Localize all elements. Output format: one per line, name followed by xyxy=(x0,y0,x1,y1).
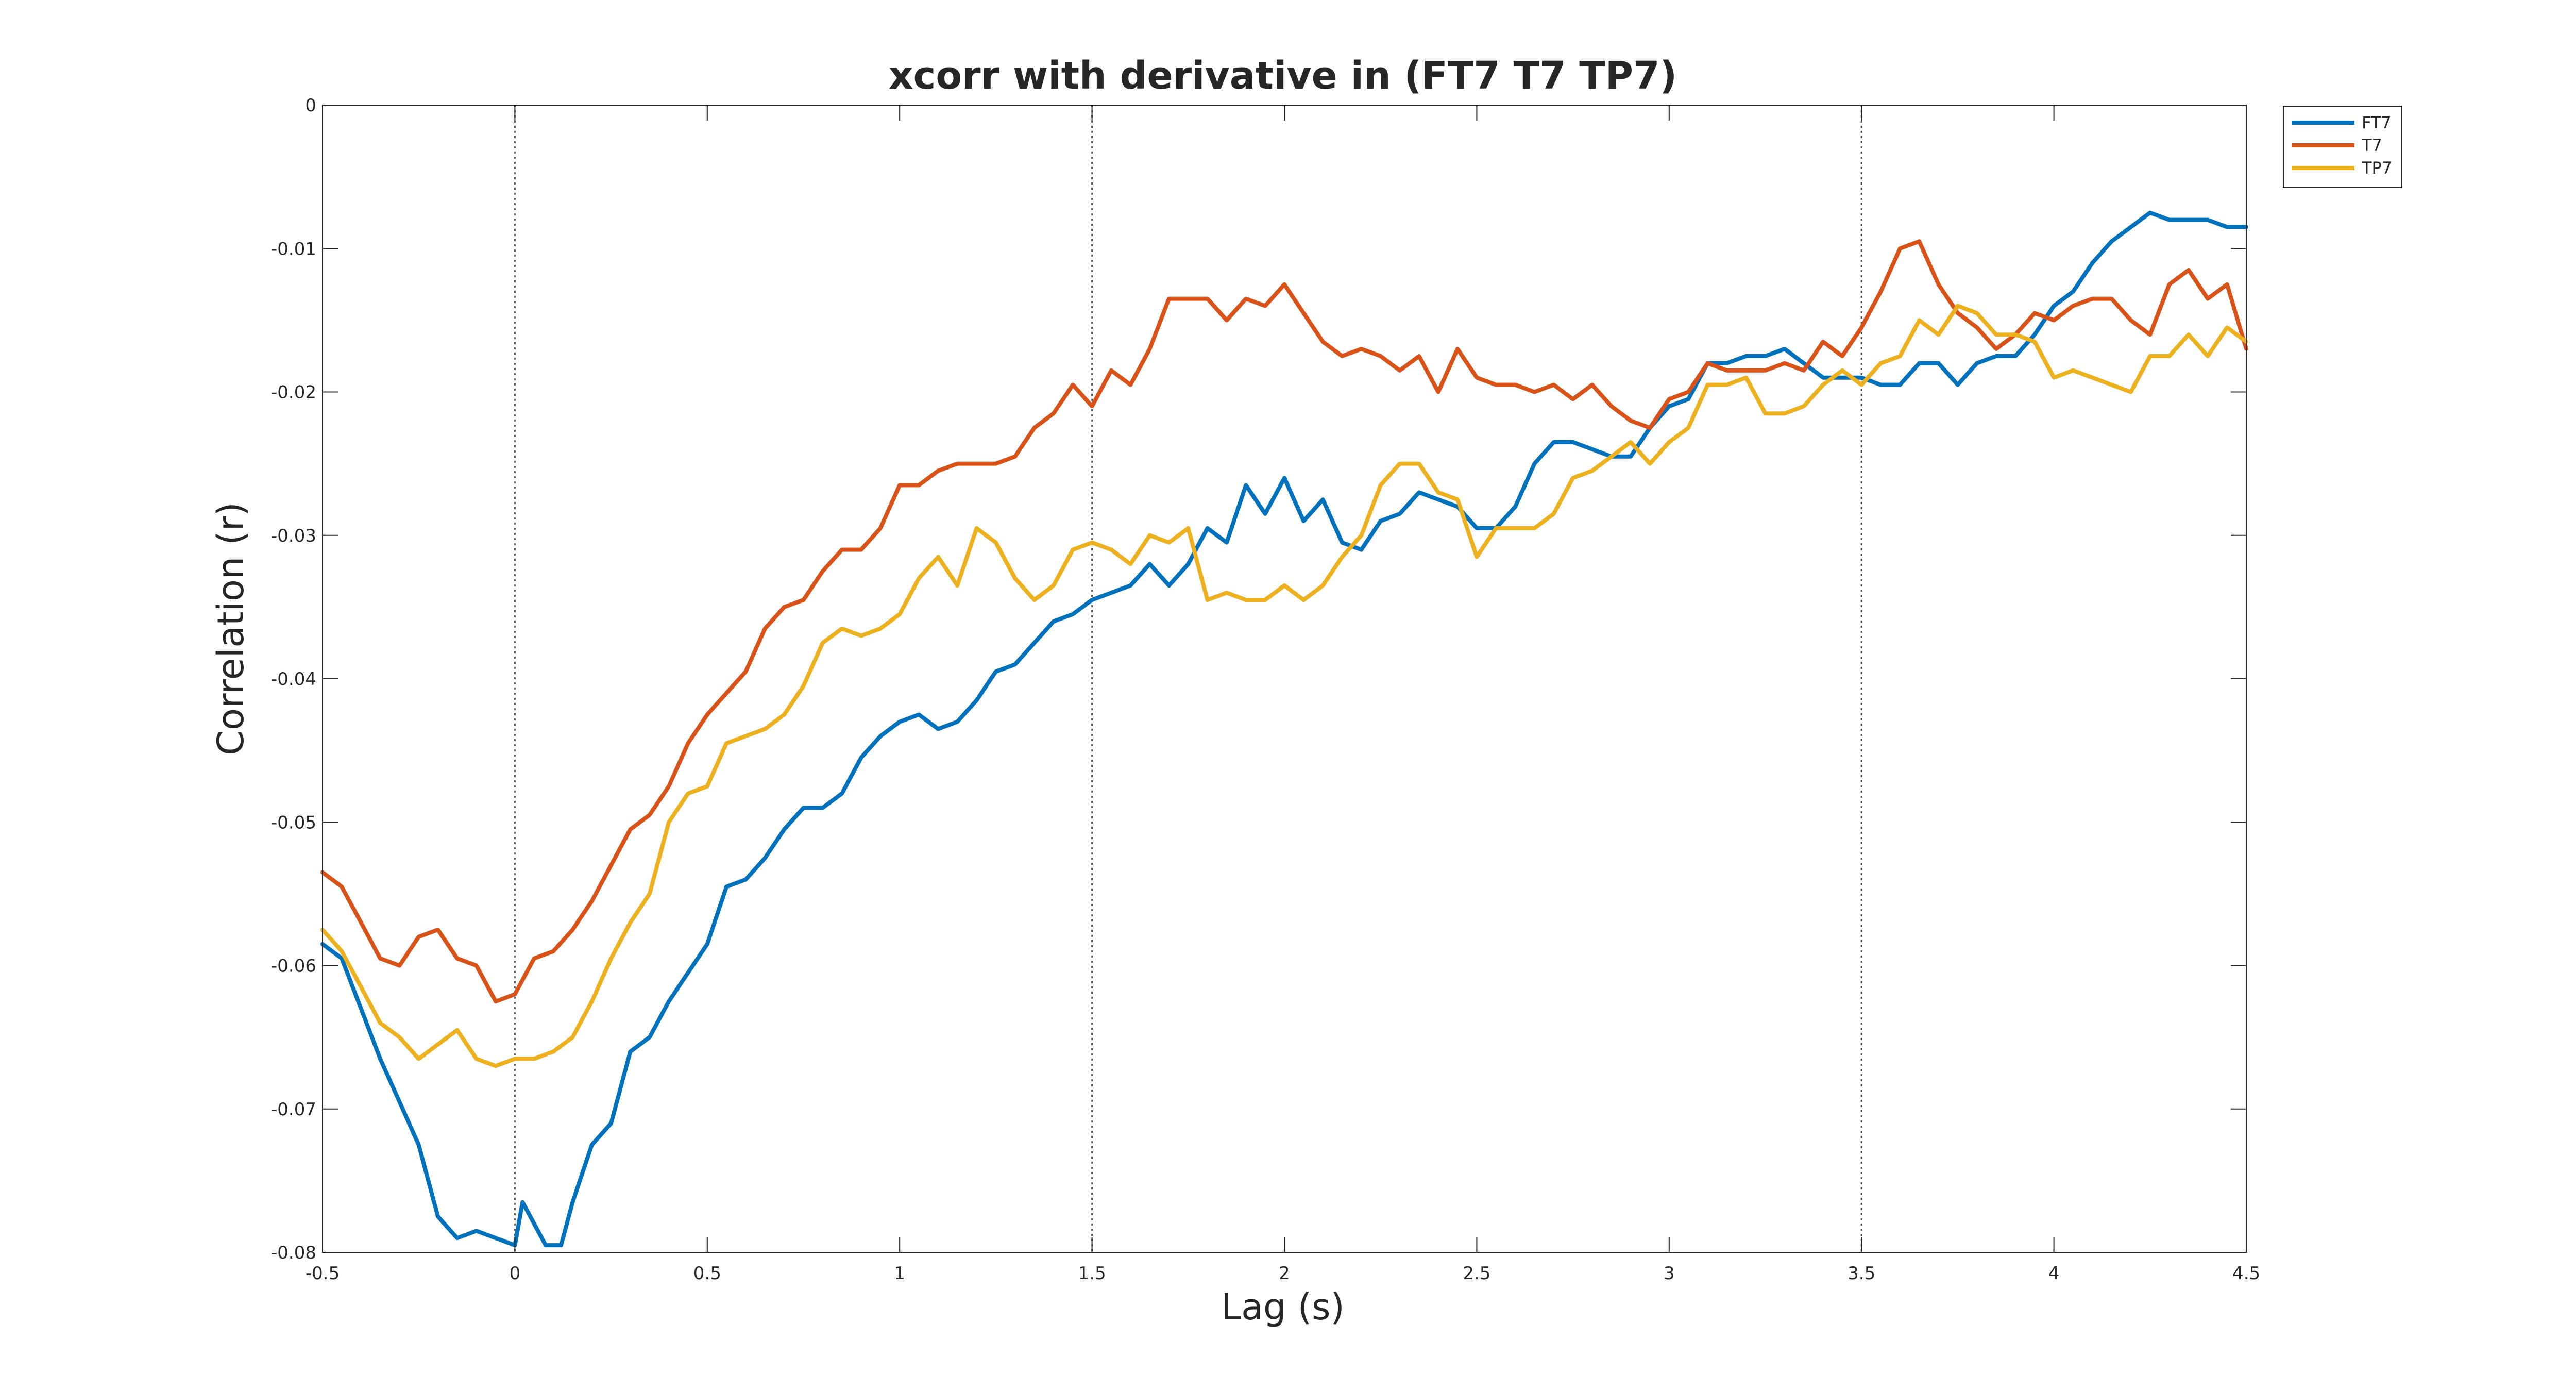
series-line-ft7 xyxy=(320,210,2248,1248)
y-tick-label: -0.01 xyxy=(271,239,316,259)
y-tick-label: -0.08 xyxy=(271,1243,316,1263)
x-tick-label: 1.5 xyxy=(1078,1263,1106,1284)
chart-title: xcorr with derivative in (FT7 T7 TP7) xyxy=(889,54,1677,98)
legend-label-ft7: FT7 xyxy=(2362,113,2392,132)
series-line-tp7 xyxy=(320,304,2248,1068)
reference-lines xyxy=(514,105,1862,1252)
series-line-t7 xyxy=(320,239,2248,1004)
series-layer xyxy=(320,210,2248,1248)
y-tick-label: -0.02 xyxy=(271,382,316,403)
x-tick-label: 2.5 xyxy=(1463,1263,1490,1284)
x-tick-label: -0.5 xyxy=(306,1263,340,1284)
x-tick-label: 3.5 xyxy=(1848,1263,1875,1284)
legend-label-tp7: TP7 xyxy=(2361,158,2392,178)
x-tick-label: 3 xyxy=(1664,1263,1675,1284)
y-tick-label: -0.04 xyxy=(271,669,316,690)
legend: FT7 T7 TP7 xyxy=(2283,106,2402,188)
x-tick-label: 4.5 xyxy=(2232,1263,2260,1284)
ticks-layer: -0.5 0 0.5 1 1.5 2 2.5 3 3.5 4 4.5 0 -0.01 -0.02 -0.03… xyxy=(271,95,2260,1284)
x-axis-label: Lag (s) xyxy=(1221,1286,1345,1328)
x-tick-label: 4 xyxy=(2048,1263,2060,1284)
x-tick-label: 2 xyxy=(1279,1263,1290,1284)
y-tick-label: 0 xyxy=(305,95,316,116)
y-tick-label: -0.06 xyxy=(271,956,316,977)
legend-label-t7: T7 xyxy=(2361,136,2382,155)
x-tick-label: 0 xyxy=(510,1263,521,1284)
y-tick-label: -0.05 xyxy=(271,812,316,833)
y-tick-label: -0.03 xyxy=(271,526,316,546)
y-axis-label: Correlation (r) xyxy=(210,502,252,756)
y-tick-label: -0.07 xyxy=(271,1099,316,1120)
x-tick-label: 1 xyxy=(894,1263,905,1284)
x-tick-label: 0.5 xyxy=(693,1263,721,1284)
